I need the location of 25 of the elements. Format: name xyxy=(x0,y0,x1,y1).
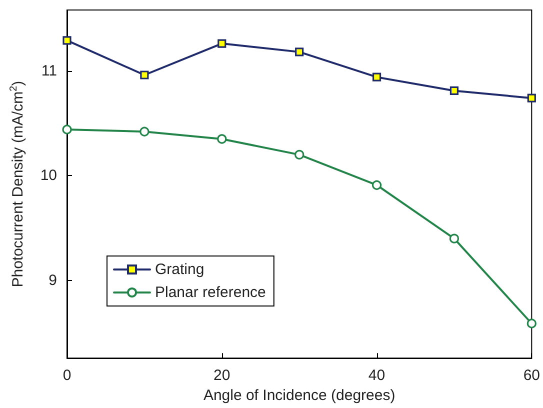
x-tick-label: 0 xyxy=(62,367,72,384)
point xyxy=(295,48,304,56)
point xyxy=(140,70,149,80)
point xyxy=(218,39,226,48)
y-tick-label: 9 xyxy=(48,272,57,290)
legend-label: Planar reference xyxy=(155,284,266,301)
point xyxy=(372,72,382,82)
point xyxy=(527,94,536,102)
point xyxy=(62,36,72,45)
point xyxy=(62,124,72,134)
point xyxy=(217,134,227,144)
point xyxy=(140,126,150,136)
x-tick-label: 40 xyxy=(368,367,386,384)
point xyxy=(372,180,382,190)
point xyxy=(526,318,536,328)
legend-label: Grating xyxy=(155,261,204,278)
y-tick-label: 10 xyxy=(40,167,57,184)
point xyxy=(294,150,304,160)
point xyxy=(450,86,459,96)
y-tick-label: 11 xyxy=(41,62,57,80)
y-axis-title: Photocurrent Density (mA/cm2) xyxy=(8,80,26,288)
x-tick-label: 60 xyxy=(523,367,540,384)
x-axis-title: Angle of Incidence (degrees) xyxy=(203,387,396,404)
x-tick-label: 20 xyxy=(214,367,230,384)
point xyxy=(449,234,460,244)
